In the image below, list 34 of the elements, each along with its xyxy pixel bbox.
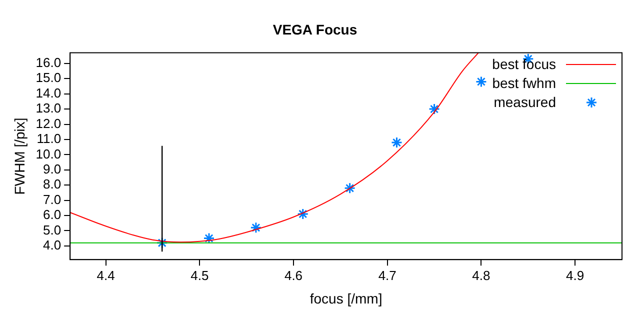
y-tick-label: 8.0 bbox=[43, 176, 62, 192]
line-series bbox=[70, 52, 479, 243]
legend-label: best focus bbox=[492, 56, 556, 72]
y-tick-label: 5.0 bbox=[43, 222, 62, 238]
point bbox=[156, 237, 168, 249]
x-tick-label: 4.7 bbox=[378, 268, 396, 283]
y-tick-label: 11.0 bbox=[36, 131, 62, 146]
y-tick-label: 13.0 bbox=[36, 100, 62, 116]
point bbox=[428, 103, 440, 115]
y-tick-label: 6.0 bbox=[43, 207, 62, 222]
x-tick-label: 4.5 bbox=[190, 268, 209, 283]
point bbox=[390, 136, 402, 148]
point bbox=[475, 76, 487, 88]
y-axis-title: FWHM [/pix] bbox=[11, 118, 28, 195]
point bbox=[344, 182, 356, 194]
legend-label: best fwhm bbox=[492, 75, 556, 92]
x-tick-label: 4.8 bbox=[472, 268, 490, 283]
x-tick-label: 4.4 bbox=[96, 268, 115, 283]
point bbox=[297, 208, 309, 220]
y-tick-label: 9.0 bbox=[43, 161, 62, 176]
legend-label: measured bbox=[494, 94, 556, 110]
point bbox=[250, 222, 262, 234]
y-tick-label: 12.0 bbox=[36, 116, 62, 131]
x-axis-title: focus [/mm] bbox=[310, 290, 382, 306]
y-tick-label: 10.0 bbox=[36, 146, 62, 162]
y-tick-label: 16.0 bbox=[36, 55, 62, 70]
y-tick-label: 4.0 bbox=[43, 237, 62, 252]
y-tick-label: 15.0 bbox=[36, 70, 62, 86]
y-tick-label: 7.0 bbox=[43, 192, 62, 207]
x-tick-label: 4.9 bbox=[566, 268, 584, 283]
y-tick-label: 14.0 bbox=[36, 85, 62, 100]
point bbox=[203, 232, 215, 244]
x-tick-label: 4.6 bbox=[284, 268, 303, 283]
chart-title: VEGA Focus bbox=[272, 21, 358, 38]
